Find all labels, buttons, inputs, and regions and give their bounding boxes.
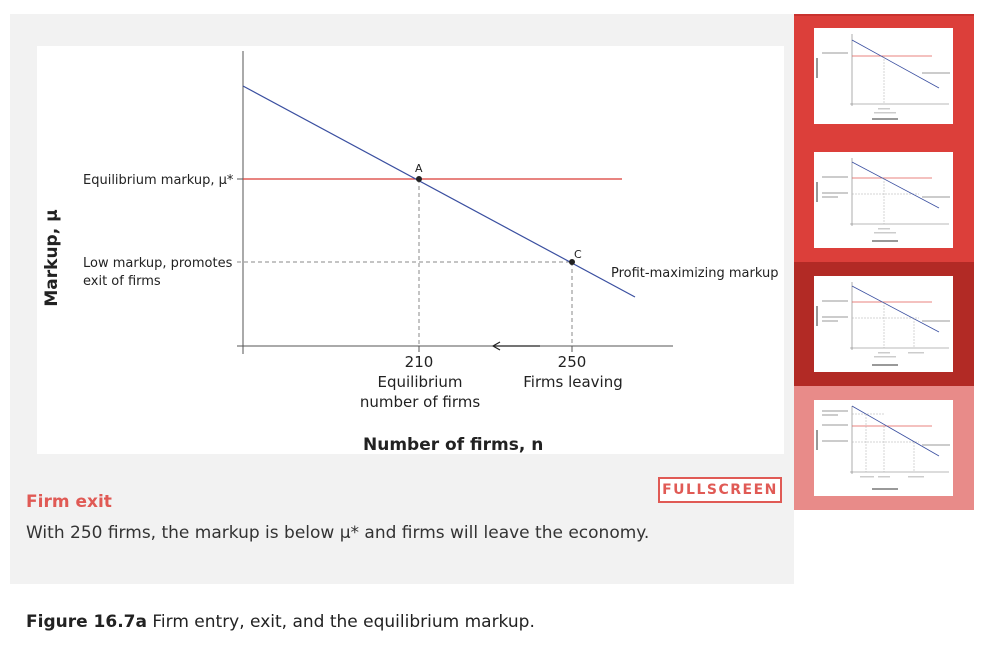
low-markup-label-1: Low markup, promotes [83, 256, 233, 271]
thumbnail-card [814, 400, 953, 496]
exit-arrow-head [491, 341, 501, 351]
thumbnail-card [814, 276, 953, 372]
step-thumbnail-1[interactable] [794, 14, 974, 140]
thumbnail-diagram [816, 405, 950, 490]
point-a-label: A [415, 162, 423, 175]
step-thumbnail-4[interactable] [794, 386, 974, 510]
figure-chart: A C Equilibrium markup, μ* Low markup, p… [37, 46, 784, 454]
point-c-dot [569, 259, 575, 265]
step-thumbnail-2[interactable] [794, 138, 974, 262]
step-thumbnails [794, 14, 974, 510]
tick-label-210: 210 [405, 353, 434, 371]
y-axis-title: Markup, μ [42, 209, 62, 306]
thumbnail-diagram [816, 282, 950, 366]
tick-sublabel-250: Firms leaving [523, 373, 622, 391]
hline-label: Equilibrium markup, μ* [83, 173, 234, 188]
markup-diagram: A C Equilibrium markup, μ* Low markup, p… [42, 51, 778, 454]
tick-sublabel-210-1: Equilibrium [378, 373, 463, 391]
x-axis-title: Number of firms, n [363, 435, 543, 454]
fullscreen-button[interactable]: FULLSCREEN [658, 477, 782, 503]
point-c-label: C [574, 248, 582, 261]
figure-panel: A C Equilibrium markup, μ* Low markup, p… [10, 14, 794, 584]
figure-caption-text: Firm entry, exit, and the equilibrium ma… [146, 612, 535, 632]
thumbnail-card [814, 152, 953, 248]
profit-maximizing-curve [242, 85, 636, 298]
thumbnail-diagram [816, 34, 950, 120]
step-thumbnail-3[interactable] [794, 262, 974, 386]
tick-sublabel-210-2: number of firms [360, 393, 481, 411]
figure-caption: Figure 16.7a Firm entry, exit, and the e… [26, 612, 535, 632]
thumbnail-card [814, 28, 953, 124]
step-title: Firm exit [26, 492, 112, 512]
thumbnail-diagram [816, 158, 950, 242]
figure-number: Figure 16.7a [26, 612, 147, 632]
curve-label: Profit-maximizing markup [611, 266, 778, 281]
low-markup-label-2: exit of firms [83, 274, 161, 289]
tick-label-250: 250 [558, 353, 587, 371]
point-a-dot [416, 176, 422, 182]
step-description: With 250 firms, the markup is below μ* a… [26, 523, 650, 543]
